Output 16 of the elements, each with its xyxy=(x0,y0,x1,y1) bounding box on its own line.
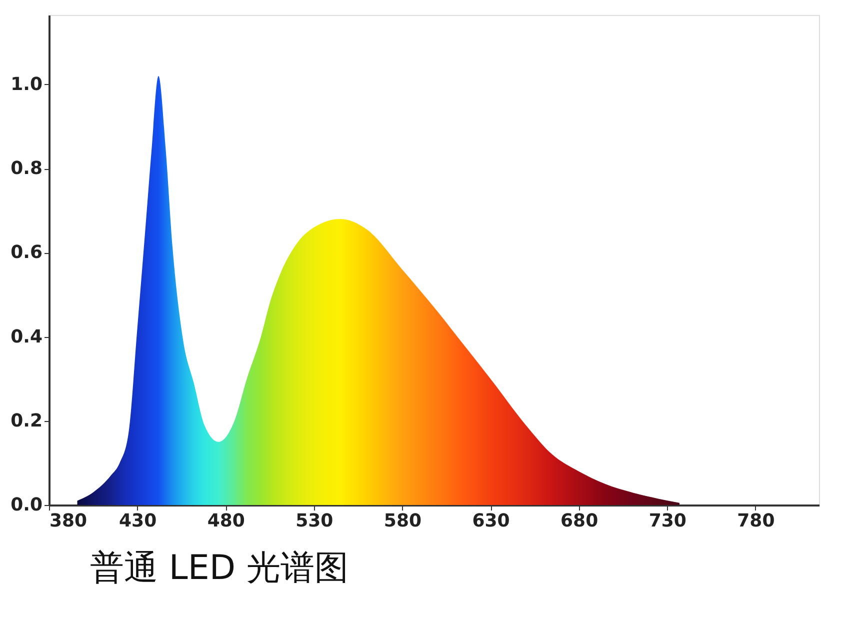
x-tick-label: 630 xyxy=(472,510,510,532)
y-tick-label: 0.8 xyxy=(10,158,42,180)
y-tick-label: 1.0 xyxy=(10,74,42,95)
x-tick-label: 780 xyxy=(737,510,775,532)
y-tick-label: 0.6 xyxy=(10,242,42,264)
x-tick-label: 480 xyxy=(207,510,245,532)
x-tick-label: 730 xyxy=(648,510,686,532)
y-tick-label: 0.0 xyxy=(10,494,42,516)
y-tick-label: 0.2 xyxy=(10,410,42,432)
x-tick-label: 580 xyxy=(384,510,422,532)
x-tick-label: 680 xyxy=(560,510,598,532)
y-tick-label: 0.4 xyxy=(10,326,42,348)
x-tick-label: 380 xyxy=(50,510,88,532)
x-tick-label: 430 xyxy=(119,510,157,532)
text: 普通 LED 光谱图 xyxy=(90,548,348,588)
x-tick-label: 530 xyxy=(296,510,334,532)
